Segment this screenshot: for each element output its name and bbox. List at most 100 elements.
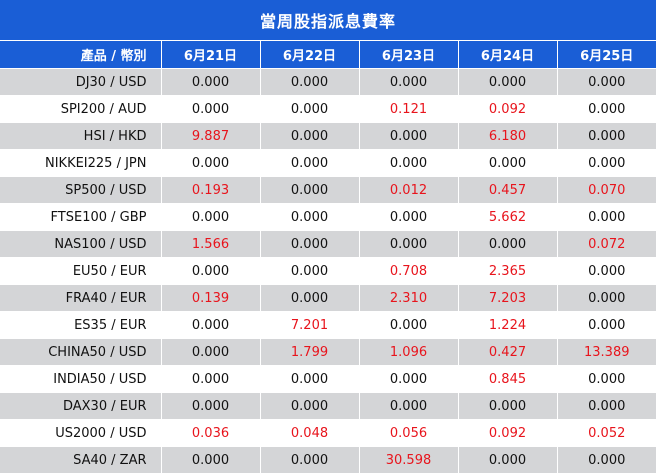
- rate-cell: 0.000: [160, 149, 260, 177]
- rate-cell: 7.203: [457, 284, 557, 312]
- rate-cell: 0.000: [160, 68, 260, 96]
- header-day-3: 6月23日: [358, 40, 458, 69]
- rate-cell: 0.000: [259, 257, 359, 285]
- header-product: 產品 / 幣別: [0, 40, 161, 69]
- rate-cell: 0.000: [556, 284, 656, 312]
- rate-cell: 0.000: [160, 311, 260, 339]
- rate-cell: 0.000: [556, 392, 656, 420]
- rate-cell: 0.000: [259, 149, 359, 177]
- rate-cell: 0.000: [259, 392, 359, 420]
- rate-cell: 0.000: [358, 203, 458, 231]
- rate-cell: 0.193: [160, 176, 260, 204]
- rate-cell: 7.201: [259, 311, 359, 339]
- header-day-1: 6月21日: [160, 40, 260, 69]
- header-row: 產品 / 幣別 6月21日 6月22日 6月23日 6月24日 6月25日: [0, 40, 656, 69]
- rate-cell: 0.000: [259, 446, 359, 473]
- rate-cell: 0.000: [160, 446, 260, 473]
- rate-cell: 0.000: [556, 95, 656, 123]
- rate-cell: 13.389: [556, 338, 656, 366]
- rate-cell: 0.072: [556, 230, 656, 258]
- rate-cell: 0.000: [358, 365, 458, 393]
- table-body: DJ30 / USD 0.000 0.000 0.000 0.000 0.000 SPI20…: [0, 68, 656, 473]
- product-name-cell: US2000 / USD: [0, 419, 161, 447]
- rate-cell: 0.000: [556, 257, 656, 285]
- table-row: NIKKEI225 / JPN 0.000 0.000 0.000 0.000 0.000: [0, 149, 656, 177]
- table-row: HSI / HKD 9.887 0.000 0.000 6.180 0.000: [0, 122, 656, 150]
- table-row: CHINA50 / USD 0.000 1.799 1.096 0.427 13.389: [0, 338, 656, 366]
- rate-cell: 0.000: [556, 149, 656, 177]
- rate-cell: 0.000: [358, 311, 458, 339]
- product-name-cell: SP500 / USD: [0, 176, 161, 204]
- rate-cell: 0.139: [160, 284, 260, 312]
- rate-cell: 0.012: [358, 176, 458, 204]
- table-row: EU50 / EUR 0.000 0.000 0.708 2.365 0.000: [0, 257, 656, 285]
- table-row: NAS100 / USD 1.566 0.000 0.000 0.000 0.072: [0, 230, 656, 258]
- rate-cell: 6.180: [457, 122, 557, 150]
- rate-cell: 0.000: [259, 68, 359, 96]
- table-row: SP500 / USD 0.193 0.000 0.012 0.457 0.070: [0, 176, 656, 204]
- rate-cell: 0.000: [259, 176, 359, 204]
- header-day-2: 6月22日: [259, 40, 359, 69]
- rate-cell: 0.000: [358, 68, 458, 96]
- rate-cell: 0.056: [358, 419, 458, 447]
- rate-cell: 0.000: [556, 68, 656, 96]
- table-row: FRA40 / EUR 0.139 0.000 2.310 7.203 0.000: [0, 284, 656, 312]
- table-row: INDIA50 / USD 0.000 0.000 0.000 0.845 0.000: [0, 365, 656, 393]
- rate-cell: 0.000: [160, 338, 260, 366]
- product-name-cell: HSI / HKD: [0, 122, 161, 150]
- rate-cell: 1.096: [358, 338, 458, 366]
- rate-cell: 0.000: [259, 95, 359, 123]
- table-title: 當周股指派息費率: [0, 0, 656, 40]
- rate-cell: 1.224: [457, 311, 557, 339]
- rate-cell: 0.000: [457, 392, 557, 420]
- rate-cell: 0.000: [259, 203, 359, 231]
- product-name-cell: ES35 / EUR: [0, 311, 161, 339]
- rate-cell: 0.000: [160, 203, 260, 231]
- rate-cell: 0.000: [358, 392, 458, 420]
- rate-cell: 0.121: [358, 95, 458, 123]
- rate-cell: 0.000: [556, 122, 656, 150]
- rate-cell: 0.000: [556, 446, 656, 473]
- rate-cell: 2.365: [457, 257, 557, 285]
- product-name-cell: EU50 / EUR: [0, 257, 161, 285]
- rate-cell: 0.092: [457, 419, 557, 447]
- rate-cell: 2.310: [358, 284, 458, 312]
- rate-cell: 0.070: [556, 176, 656, 204]
- rate-cell: 0.845: [457, 365, 557, 393]
- rate-cell: 0.000: [160, 365, 260, 393]
- table-row: US2000 / USD 0.036 0.048 0.056 0.092 0.052: [0, 419, 656, 447]
- rate-cell: 5.662: [457, 203, 557, 231]
- rate-cell: 0.000: [160, 257, 260, 285]
- rate-cell: 0.457: [457, 176, 557, 204]
- product-name-cell: FRA40 / EUR: [0, 284, 161, 312]
- dividend-rate-table: 產品 / 幣別 6月21日 6月22日 6月23日 6月24日 6月25日 DJ…: [0, 40, 656, 473]
- product-name-cell: SPI200 / AUD: [0, 95, 161, 123]
- rate-cell: 0.000: [358, 122, 458, 150]
- rate-cell: 0.708: [358, 257, 458, 285]
- table-row: FTSE100 / GBP 0.000 0.000 0.000 5.662 0.000: [0, 203, 656, 231]
- rate-cell: 30.598: [358, 446, 458, 473]
- product-name-cell: DJ30 / USD: [0, 68, 161, 96]
- product-name-cell: SA40 / ZAR: [0, 446, 161, 473]
- table-row: SA40 / ZAR 0.000 0.000 30.598 0.000 0.000: [0, 446, 656, 473]
- rate-cell: 0.000: [259, 284, 359, 312]
- table-row: SPI200 / AUD 0.000 0.000 0.121 0.092 0.000: [0, 95, 656, 123]
- rate-cell: 0.000: [457, 230, 557, 258]
- rate-cell: 9.887: [160, 122, 260, 150]
- product-name-cell: DAX30 / EUR: [0, 392, 161, 420]
- product-name-cell: FTSE100 / GBP: [0, 203, 161, 231]
- product-name-cell: CHINA50 / USD: [0, 338, 161, 366]
- table-row: ES35 / EUR 0.000 7.201 0.000 1.224 0.000: [0, 311, 656, 339]
- rate-cell: 0.000: [358, 149, 458, 177]
- rate-cell: 0.000: [160, 95, 260, 123]
- rate-cell: 0.000: [457, 446, 557, 473]
- rate-cell: 0.052: [556, 419, 656, 447]
- header-day-5: 6月25日: [556, 40, 656, 69]
- rate-cell: 0.000: [556, 311, 656, 339]
- rate-cell: 0.000: [259, 365, 359, 393]
- rate-cell: 0.036: [160, 419, 260, 447]
- product-name-cell: INDIA50 / USD: [0, 365, 161, 393]
- product-name-cell: NAS100 / USD: [0, 230, 161, 258]
- product-name-cell: NIKKEI225 / JPN: [0, 149, 161, 177]
